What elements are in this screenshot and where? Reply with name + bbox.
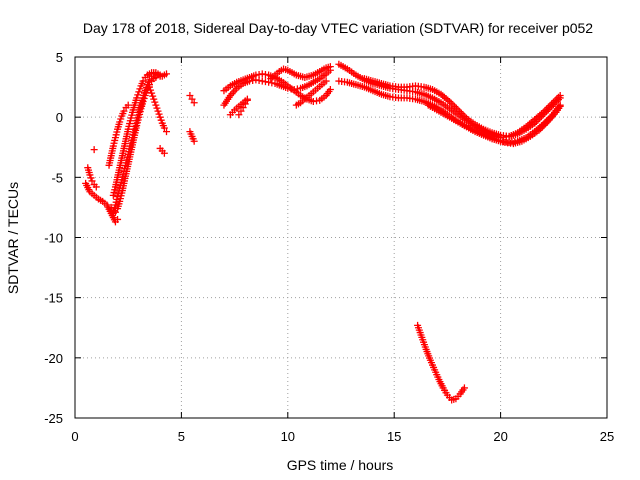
- data-point: [237, 107, 245, 115]
- data-point: [139, 98, 147, 106]
- data-point: [116, 118, 124, 126]
- data-point: [114, 215, 122, 223]
- data-point: [190, 137, 198, 145]
- data-point: [148, 89, 156, 97]
- data-point: [134, 91, 142, 99]
- data-point: [124, 101, 132, 109]
- data-point: [456, 108, 464, 116]
- data-point: [156, 71, 164, 79]
- x-tick-label: 0: [71, 429, 78, 444]
- data-point: [460, 384, 468, 392]
- y-tick-label: -25: [44, 411, 63, 426]
- data-point: [239, 104, 247, 112]
- data-point: [235, 111, 243, 119]
- data-point: [157, 116, 165, 124]
- data-point: [141, 92, 149, 100]
- data-point: [163, 70, 171, 78]
- data-point: [163, 128, 171, 136]
- grid-lines: [75, 57, 607, 418]
- axis-ticks: 0 5 10 15 20 25 5 0 -5 -10 -15 -20 -25: [44, 50, 614, 444]
- y-tick-label: -5: [51, 170, 63, 185]
- data-point: [156, 113, 164, 121]
- data-points: [82, 60, 564, 404]
- data-point: [153, 104, 161, 112]
- data-point: [150, 95, 158, 103]
- data-point: [152, 73, 160, 81]
- data-point: [120, 107, 128, 115]
- data-point: [140, 95, 148, 103]
- x-tick-label: 10: [281, 429, 295, 444]
- data-point: [326, 85, 334, 93]
- x-tick-label: 15: [387, 429, 401, 444]
- y-axis-label: SDTVAR / TECUs: [5, 182, 21, 294]
- data-point: [241, 100, 249, 108]
- data-point: [322, 77, 330, 85]
- data-point: [107, 203, 115, 211]
- data-point: [117, 115, 125, 123]
- data-point: [160, 124, 168, 132]
- data-point: [556, 102, 564, 110]
- data-point: [243, 96, 251, 104]
- data-point: [136, 85, 144, 93]
- y-tick-label: -20: [44, 351, 63, 366]
- y-tick-label: -15: [44, 291, 63, 306]
- x-tick-label: 5: [178, 429, 185, 444]
- data-point: [92, 183, 100, 191]
- data-point: [154, 107, 162, 115]
- data-point: [135, 88, 143, 96]
- data-point: [90, 146, 98, 154]
- x-tick-label: 20: [493, 429, 507, 444]
- x-axis-label: GPS time / hours: [287, 457, 394, 473]
- plot-frame: [74, 56, 608, 419]
- data-point: [151, 98, 159, 106]
- data-point: [155, 110, 163, 118]
- y-tick-label: 0: [56, 110, 63, 125]
- data-point: [149, 92, 157, 100]
- data-point: [147, 86, 155, 94]
- data-point: [139, 77, 147, 85]
- data-point: [87, 174, 95, 182]
- data-point: [111, 208, 119, 216]
- y-tick-label: -10: [44, 231, 63, 246]
- data-point: [556, 94, 564, 102]
- data-point: [190, 99, 198, 107]
- data-point: [326, 63, 334, 71]
- data-point: [86, 171, 94, 179]
- data-point: [88, 177, 96, 185]
- x-tick-label: 25: [600, 429, 614, 444]
- data-point: [152, 101, 160, 109]
- data-point: [188, 95, 196, 103]
- chart-title: Day 178 of 2018, Sidereal Day-to-day VTE…: [83, 20, 593, 36]
- data-point: [133, 94, 141, 102]
- data-point: [447, 99, 455, 107]
- data-point: [160, 149, 168, 157]
- data-point: [145, 83, 153, 91]
- data-point: [186, 92, 194, 100]
- y-tick-label: 5: [56, 50, 63, 65]
